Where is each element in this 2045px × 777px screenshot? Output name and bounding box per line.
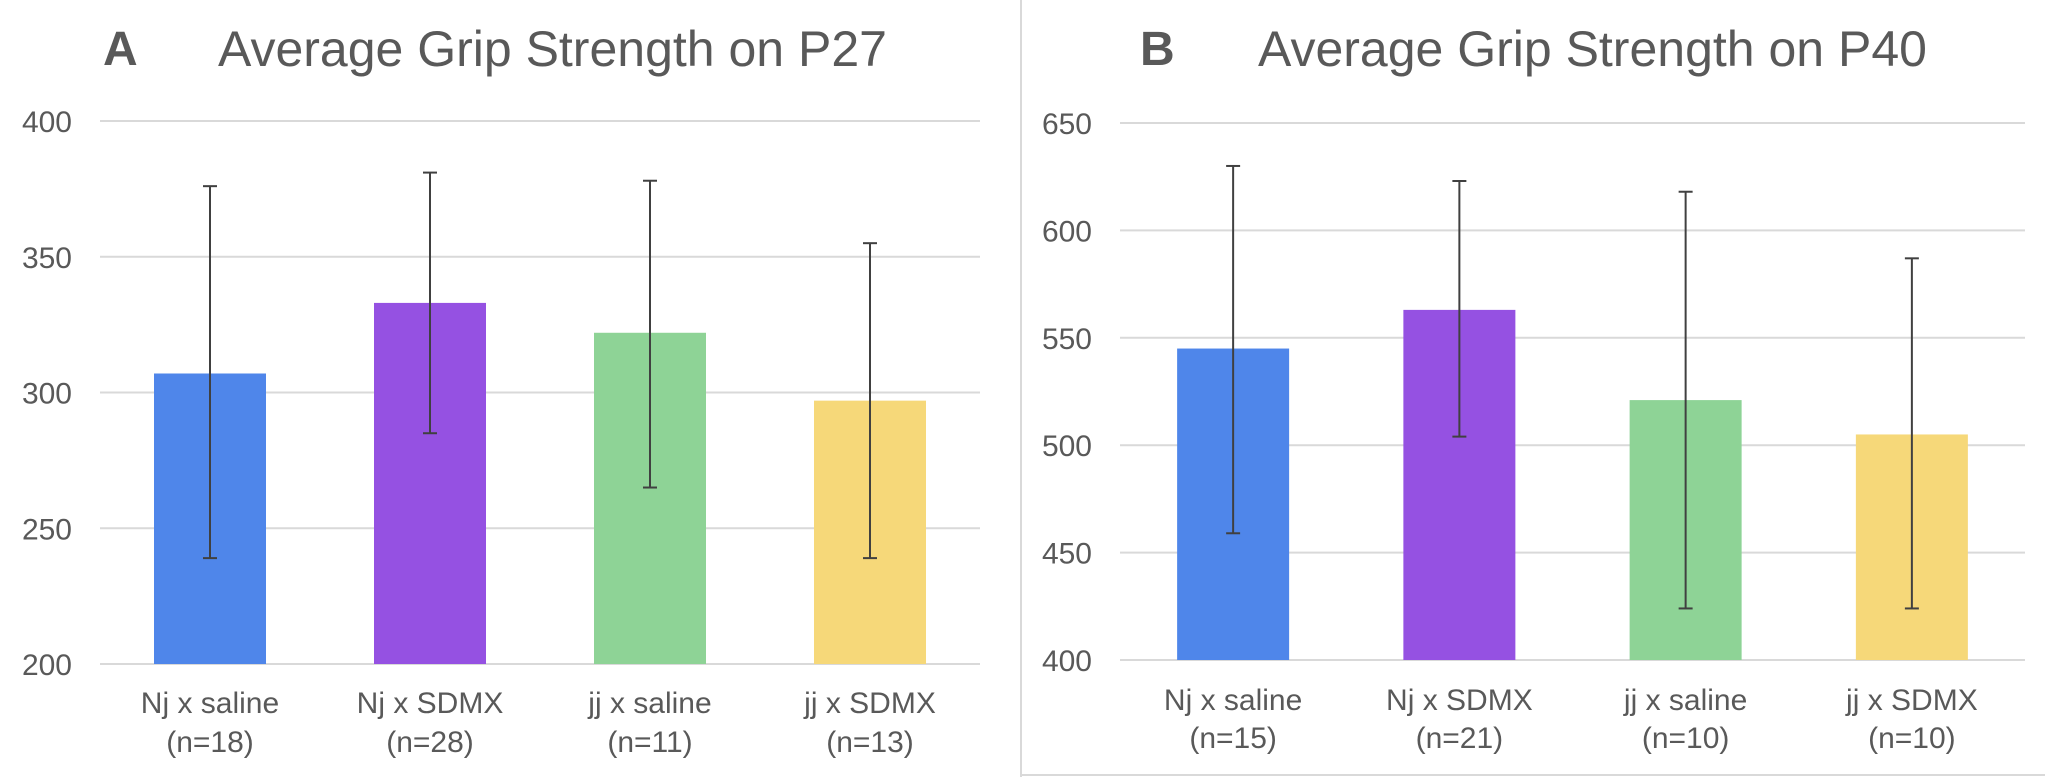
x-tick-sample-size: (n=10) <box>1868 722 1956 755</box>
y-tick-label: 600 <box>1042 215 1092 248</box>
x-tick-label: Nj x SDMX <box>357 687 504 720</box>
chart-panel-a: A Average Grip Strength on P27 200 250 300… <box>0 0 1020 777</box>
error-bar <box>1226 164 1241 535</box>
panel-letter-b: B <box>1140 23 1175 76</box>
y-tick-label: 350 <box>22 242 72 275</box>
x-tick-sample-size: (n=13) <box>826 726 914 759</box>
error-bar <box>1678 190 1693 610</box>
x-tick-label: Nj x saline <box>141 687 279 720</box>
error-bar <box>423 171 437 435</box>
chart-panel-b: B Average Grip Strength on P40 400 450 500… <box>1020 0 2045 777</box>
y-tick-label: 500 <box>1042 430 1092 463</box>
y-tick-label: 650 <box>1042 108 1092 141</box>
chart-title-b: Average Grip Strength on P40 <box>1258 21 1927 77</box>
x-tick-sample-size: (n=18) <box>166 726 254 759</box>
error-bar <box>1904 257 1919 610</box>
x-tick-label: jj x SDMX <box>1845 684 1978 717</box>
x-tick-sample-size: (n=21) <box>1416 722 1504 755</box>
error-bar <box>1452 179 1467 438</box>
x-tick-sample-size: (n=11) <box>607 726 692 759</box>
error-bar <box>203 185 217 560</box>
y-tick-label: 450 <box>1042 538 1092 571</box>
panel-letter-a: A <box>103 23 138 76</box>
y-tick-label: 250 <box>22 513 72 546</box>
error-bar <box>863 242 877 560</box>
x-tick-label: jj x saline <box>587 687 711 720</box>
panel-divider <box>1020 0 1022 777</box>
x-tick-label: Nj x saline <box>1164 684 1302 717</box>
y-tick-label: 400 <box>1042 645 1092 678</box>
error-bar <box>643 179 657 489</box>
chart-title-a: Average Grip Strength on P27 <box>218 21 887 77</box>
bar-chart-p27: 200 250 300 350 400 Nj x saline (n=18) Nj x SDM… <box>22 106 980 759</box>
panel-border-bottom <box>1020 774 2045 776</box>
y-tick-label: 550 <box>1042 323 1092 356</box>
x-tick-label: jj x saline <box>1623 684 1747 717</box>
x-tick-sample-size: (n=15) <box>1189 722 1277 755</box>
y-tick-label: 400 <box>22 106 72 139</box>
x-tick-sample-size: (n=10) <box>1642 722 1730 755</box>
bar-chart-p40: 400 450 500 550 600 650 Nj x saline (n=15) Nj x … <box>1042 108 2025 755</box>
y-tick-label: 200 <box>22 649 72 682</box>
x-tick-label: Nj x SDMX <box>1386 684 1533 717</box>
x-tick-sample-size: (n=28) <box>386 726 474 759</box>
x-tick-label: jj x SDMX <box>803 687 936 720</box>
y-tick-label: 300 <box>22 378 72 411</box>
